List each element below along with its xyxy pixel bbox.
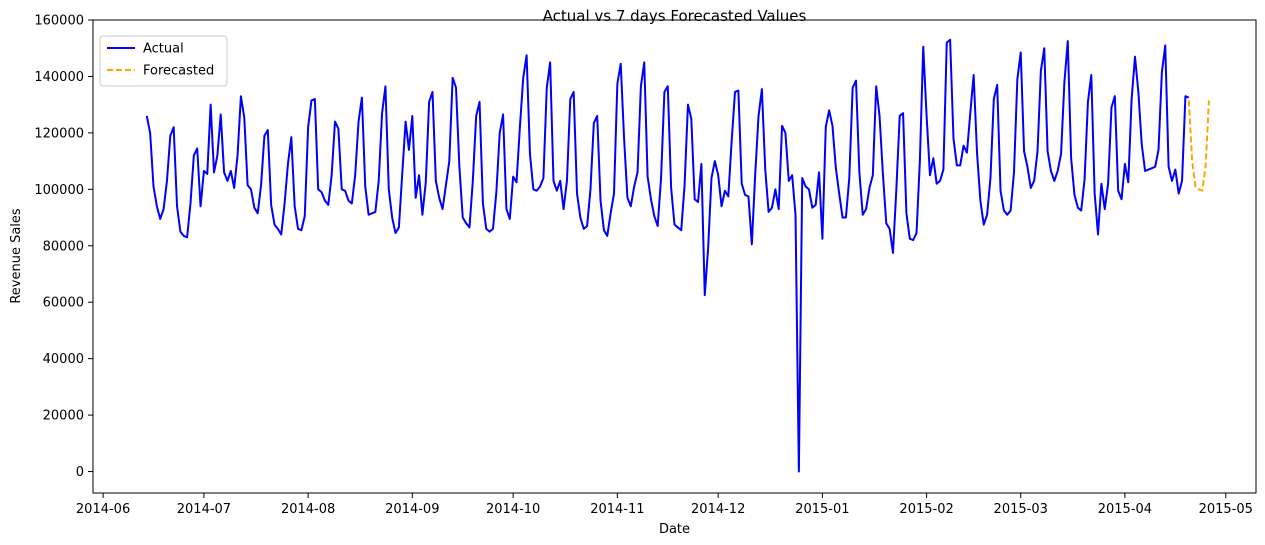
x-tick-label: 2014-11 [590, 502, 644, 517]
x-tick-label: 2015-01 [795, 502, 849, 517]
legend-label-forecasted: Forecasted [143, 64, 214, 79]
x-tick-label: 2015-02 [899, 502, 953, 517]
y-tick-label: 160000 [34, 14, 84, 29]
x-axis-title: Date [659, 522, 690, 537]
y-tick-label: 40000 [43, 352, 84, 367]
axes-layer: 2014-06 2014-07 2014-08 2014-09 2014-10 2014-… [34, 14, 1253, 518]
x-tick-label: 2015-05 [1199, 502, 1253, 517]
series-line-actual [145, 38, 1190, 473]
y-tick-label: 100000 [34, 183, 84, 198]
y-tick-label: 60000 [43, 296, 84, 311]
y-tick-label: 20000 [43, 409, 84, 424]
x-tick-label: 2014-07 [177, 502, 231, 517]
x-tick-label: 2014-08 [281, 502, 335, 517]
y-tick-label: 140000 [34, 70, 84, 85]
x-tick-label: 2014-09 [385, 502, 439, 517]
plot-area [92, 19, 1257, 494]
x-tick-label: 2014-06 [76, 502, 130, 517]
legend: Actual Forecasted [99, 35, 228, 87]
y-tick-label: 0 [76, 465, 84, 480]
y-axis-title: Revenue Sales [9, 208, 24, 304]
x-tick-label: 2015-04 [1098, 502, 1152, 517]
x-tick-label: 2014-12 [691, 502, 745, 517]
y-tick-label: 80000 [43, 239, 84, 254]
y-tick-label: 120000 [34, 126, 84, 141]
legend-label-actual: Actual [143, 42, 184, 57]
chart-title: Actual vs 7 days Forecasted Values [543, 7, 807, 25]
series-layer [145, 38, 1210, 473]
x-tick-label: 2014-10 [486, 502, 540, 517]
series-line-forecasted [1187, 100, 1210, 192]
x-tick-label: 2015-03 [994, 502, 1048, 517]
